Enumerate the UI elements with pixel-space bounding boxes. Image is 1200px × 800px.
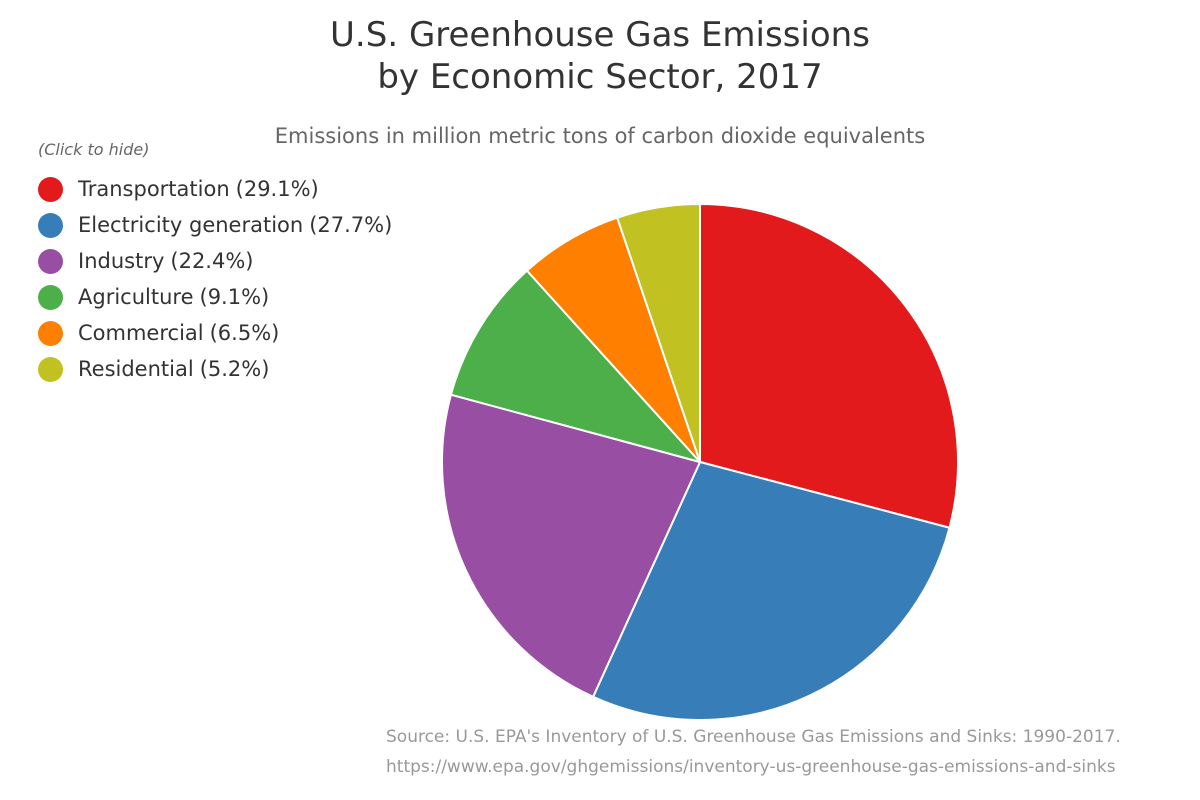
- legend-percent: (6.5%): [209, 321, 280, 345]
- legend-item-transportation[interactable]: Transportation (29.1%): [38, 171, 392, 207]
- pie-slice-residential[interactable]: [616, 203, 701, 463]
- legend-percent: (22.4%): [170, 249, 254, 273]
- source-url: https://www.epa.gov/ghgemissions/invento…: [386, 757, 1116, 777]
- chart-title-line-1: U.S. Greenhouse Gas Emissions: [330, 15, 870, 55]
- legend-label: Residential: [78, 357, 194, 381]
- legend-percent: (9.1%): [199, 285, 270, 309]
- legend-percent: (5.2%): [199, 357, 270, 381]
- legend-swatch: [38, 212, 63, 238]
- legend-label: Electricity generation: [78, 213, 304, 237]
- legend-hint: (Click to hide): [38, 140, 150, 159]
- legend: (Click to hide) Transportation (29.1%) E…: [38, 140, 392, 387]
- legend-percent: (27.7%): [309, 213, 393, 237]
- chart-title-line-2: by Economic Sector, 2017: [377, 57, 823, 97]
- legend-swatch: [38, 356, 63, 382]
- pie-slice-agriculture[interactable]: [449, 269, 701, 463]
- legend-item-agriculture[interactable]: Agriculture (9.1%): [38, 279, 392, 315]
- pie-slice-electricity-generation[interactable]: [592, 461, 951, 721]
- legend-item-electricity-generation[interactable]: Electricity generation (27.7%): [38, 207, 392, 243]
- pie-slice-industry[interactable]: [441, 393, 701, 698]
- legend-percent: (29.1%): [235, 177, 319, 201]
- source-note: Source: U.S. EPA's Inventory of U.S. Gre…: [386, 722, 1121, 782]
- pie-slice-transportation[interactable]: [699, 203, 960, 529]
- source-line-1: Source: U.S. EPA's Inventory of U.S. Gre…: [386, 727, 1121, 747]
- legend-item-industry[interactable]: Industry (22.4%): [38, 243, 392, 279]
- legend-swatch: [38, 320, 63, 346]
- legend-item-residential[interactable]: Residential (5.2%): [38, 351, 392, 387]
- legend-label: Commercial: [78, 321, 204, 345]
- legend-label: Transportation: [78, 177, 230, 201]
- legend-swatch: [38, 248, 63, 274]
- legend-label: Agriculture: [78, 285, 194, 309]
- chart-title: U.S. Greenhouse Gas Emissions by Economi…: [0, 14, 1200, 98]
- legend-label: Industry: [78, 249, 165, 273]
- legend-item-commercial[interactable]: Commercial (6.5%): [38, 315, 392, 351]
- legend-swatch: [38, 176, 63, 202]
- legend-swatch: [38, 284, 63, 310]
- chart-subtitle: Emissions in million metric tons of carb…: [274, 124, 926, 148]
